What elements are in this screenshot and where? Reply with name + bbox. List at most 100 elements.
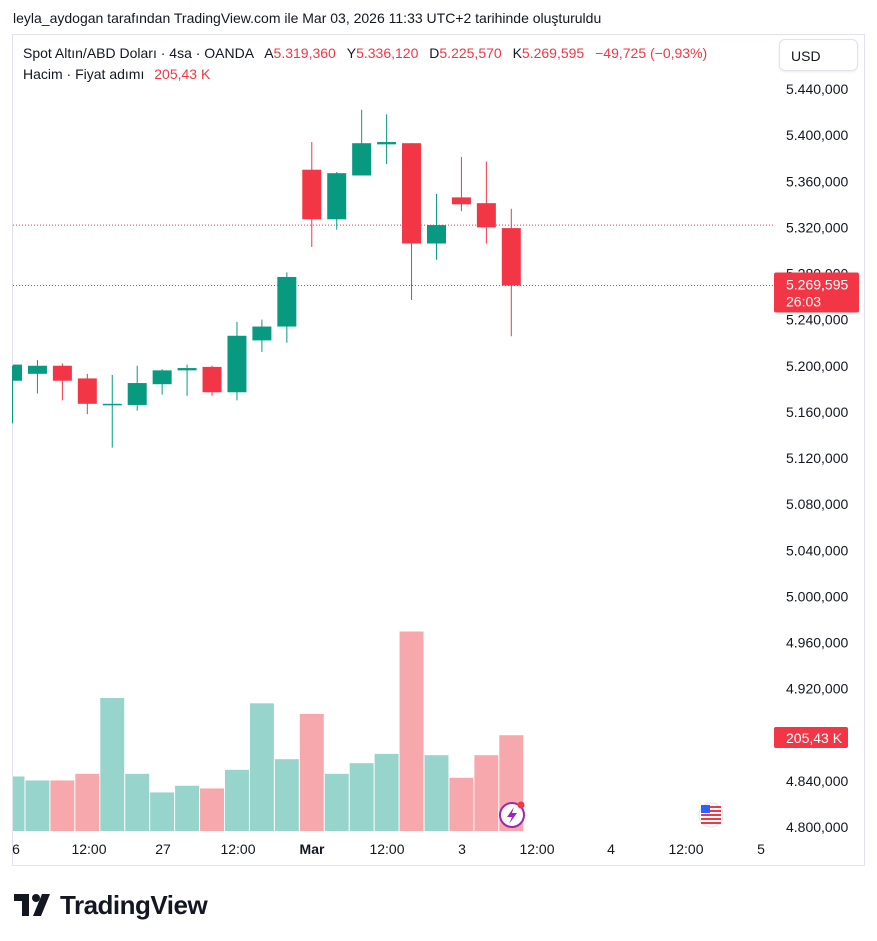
volume-label[interactable]: Hacim · Fiyat adımı (23, 66, 145, 82)
candle-body (352, 143, 372, 176)
open-label: A (264, 45, 274, 61)
candle-body (302, 169, 322, 220)
candle-body (277, 276, 297, 327)
price-tick-label: 5.160,000 (786, 404, 848, 420)
candle-body (402, 143, 422, 244)
volume-badge-value: 205,43 K (786, 730, 843, 746)
price-tick-label: 5.080,000 (786, 496, 848, 512)
price-tick-label: 4.840,000 (786, 773, 848, 789)
tradingview-logo[interactable]: TradingView (14, 889, 208, 921)
time-tick-label: 4 (607, 841, 615, 857)
candle-body (27, 365, 47, 374)
time-tick-label: 12:00 (369, 841, 404, 857)
time-tick-label: 12:00 (220, 841, 255, 857)
last-price-value: 5.269,595 (786, 276, 848, 292)
change-value: −49,725 (−0,93%) (595, 45, 708, 61)
candle-body (377, 142, 397, 145)
high-value: 5.336,120 (356, 45, 419, 61)
flag-canton (701, 805, 710, 813)
flag-stripe (701, 822, 721, 824)
low-value: 5.225,570 (439, 45, 502, 61)
candle-body (13, 364, 22, 381)
price-tick-label: 4.800,000 (786, 819, 848, 835)
candle-body (451, 197, 471, 205)
candle-body (77, 378, 97, 404)
time-tick-label: 12:00 (519, 841, 554, 857)
volume-bar (399, 631, 424, 831)
time-tick-label: 12:00 (668, 841, 703, 857)
volume-bar (274, 759, 299, 831)
volume-bar (424, 755, 449, 831)
volume-bar (75, 773, 100, 831)
close-label: K (512, 45, 522, 61)
time-tick-label: 6 (12, 841, 20, 857)
candle-body (177, 368, 197, 371)
price-tick-label: 5.400,000 (786, 127, 848, 143)
flag-stripe (701, 806, 721, 808)
price-tick-label: 4.920,000 (786, 681, 848, 697)
tradingview-logo-text: TradingView (60, 889, 208, 920)
volume-bar (175, 785, 200, 831)
candle-body (102, 403, 122, 406)
close-value: 5.269,595 (521, 45, 585, 61)
last-price-badge (774, 272, 859, 313)
volume-bar (324, 773, 349, 831)
flag-stripe (701, 810, 721, 812)
price-tick-label: 5.040,000 (786, 542, 848, 558)
open-value: 5.319,360 (273, 45, 336, 61)
time-tick-label: Mar (300, 841, 325, 857)
volume-value: 205,43 K (154, 66, 211, 82)
time-tick-label: 5 (757, 841, 765, 857)
candle-body (426, 225, 446, 244)
lightning-icon (507, 807, 517, 824)
event-dot-icon (517, 801, 525, 809)
tradingview-logo-icon (14, 894, 50, 916)
price-tick-label: 5.000,000 (786, 588, 848, 604)
ohlc-legend: Spot Altın/ABD Doları · 4sa · OANDA A5.3… (23, 45, 707, 61)
volume-bar (299, 713, 324, 831)
candle-body (501, 228, 521, 286)
time-tick-label: 27 (155, 841, 171, 857)
volume-badge (774, 727, 848, 748)
candle-body (152, 370, 172, 385)
candle-body (476, 203, 496, 228)
chart-frame (12, 34, 865, 866)
price-tick-label: 4.960,000 (786, 635, 848, 651)
price-tick-label: 5.240,000 (786, 312, 848, 328)
candle-body (127, 383, 147, 405)
price-tick-label: 5.200,000 (786, 358, 848, 374)
price-tick-label: 5.440,000 (786, 81, 848, 97)
time-tick-label: 3 (458, 841, 466, 857)
candle-body (252, 326, 272, 341)
volume-bar (224, 769, 249, 831)
candle-body (327, 173, 347, 220)
flag-stripe (701, 814, 721, 816)
bar-countdown: 26:03 (786, 293, 821, 309)
price-tick-label: 5.120,000 (786, 450, 848, 466)
chart-byline: leyla_aydogan tarafından TradingView.com… (13, 10, 602, 26)
volume-bar (100, 698, 125, 831)
symbol-label[interactable]: Spot Altın/ABD Doları · 4sa · OANDA (23, 45, 254, 61)
price-tick-label: 5.360,000 (786, 173, 848, 189)
volume-bar (374, 753, 399, 831)
volume-bar (249, 703, 274, 831)
volume-bar (50, 780, 75, 831)
high-label: Y (346, 45, 357, 61)
time-tick-label: 12:00 (71, 841, 106, 857)
flag-stripe (701, 818, 721, 820)
volume-bar (25, 780, 50, 831)
currency-button[interactable]: USD (779, 39, 858, 71)
price-tick-label: 5.320,000 (786, 219, 848, 235)
candle-body (227, 335, 247, 393)
candle-body (202, 366, 222, 393)
volume-bar (449, 777, 474, 831)
low-label: D (429, 45, 440, 61)
volume-bar (150, 792, 175, 831)
volume-bar (200, 788, 224, 831)
volume-bar (125, 773, 150, 831)
candle-body (52, 365, 72, 381)
volume-bar (13, 776, 25, 831)
volume-bar (349, 763, 374, 831)
volume-legend: Hacim · Fiyat adımı 205,43 K (23, 66, 210, 82)
